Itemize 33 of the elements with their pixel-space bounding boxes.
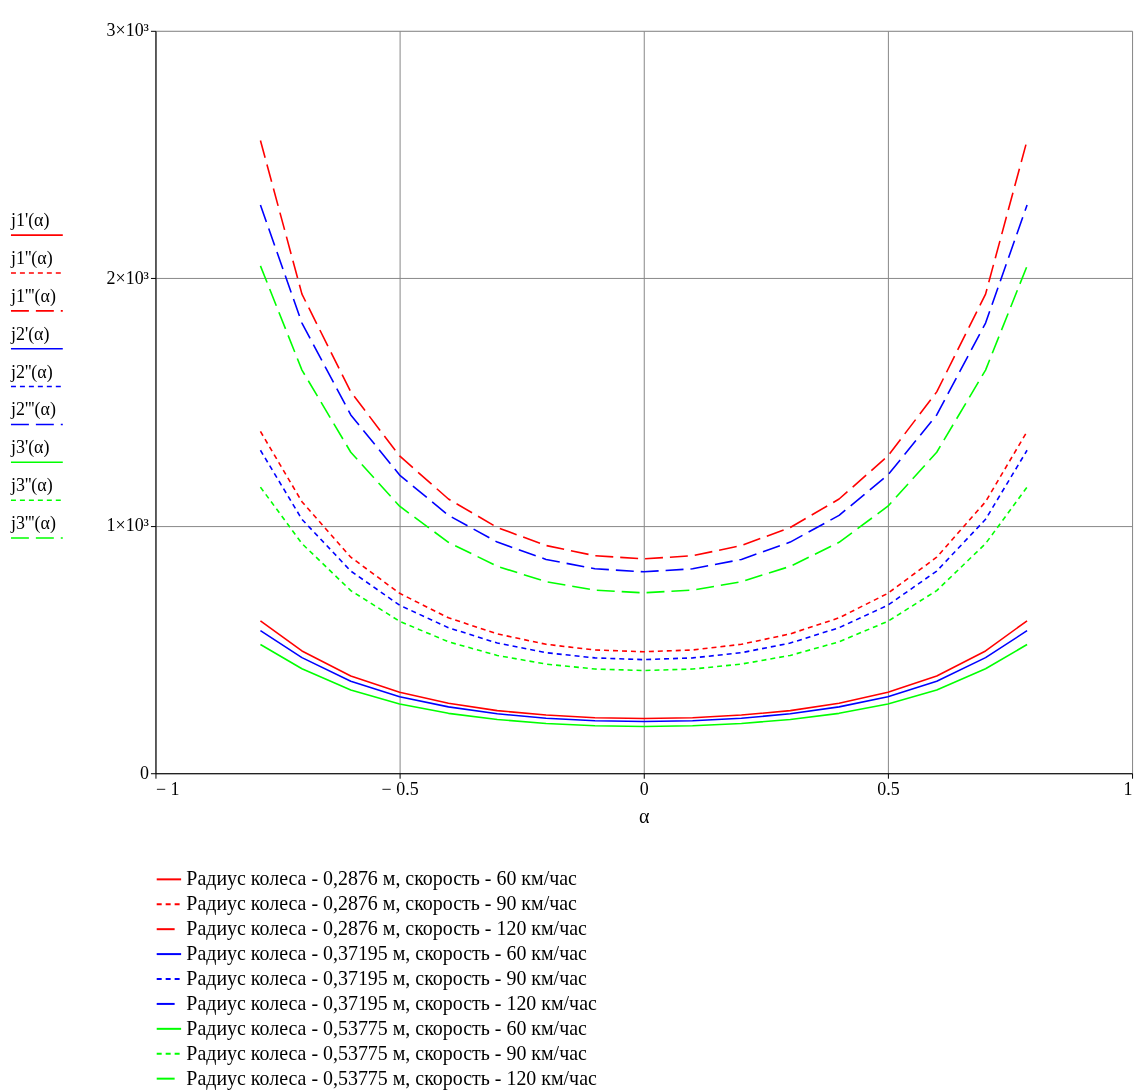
legend-label: Радиус колеса - 0,2876 м, скорость - 120 км/час xyxy=(186,917,588,941)
x-axis-title: α xyxy=(639,804,650,827)
line-series xyxy=(259,643,1028,728)
text: j1''(α) xyxy=(9,248,53,269)
legend-label: Радиус колеса - 0,2876 м, скорость - 60 км/час xyxy=(186,867,578,891)
text: j3'''(α) xyxy=(9,513,56,535)
text: j3'(α) xyxy=(9,437,50,459)
text: j2'''(α) xyxy=(9,399,56,421)
x-tick-label: − 0.5 xyxy=(381,778,419,799)
text: j1'''(α) xyxy=(9,285,56,307)
line-series xyxy=(259,139,1028,560)
text: j2'(α) xyxy=(9,323,50,345)
text: j3''(α) xyxy=(9,475,53,497)
line-series xyxy=(259,265,1028,594)
legend-label: Радиус колеса - 0,53775 м, скорость - 120 км/час xyxy=(186,1066,597,1090)
x-tick-label: 1 xyxy=(1123,778,1133,799)
x-tick-label: − 1 xyxy=(155,778,180,799)
legend-label: Радиус колеса - 0,53775 м, скорость - 90 км/час xyxy=(186,1041,588,1065)
y-tick-label: 2×10³ xyxy=(106,267,150,288)
line-series xyxy=(259,486,1028,672)
y-tick-label: 1×10³ xyxy=(106,515,150,536)
legend-label: Радиус колеса - 0,37195 м, скорость - 90 км/час xyxy=(186,966,588,990)
text: j1'(α) xyxy=(9,210,50,232)
y-tick-label: 3×10³ xyxy=(106,20,150,41)
y-tick-label: 0 xyxy=(140,762,150,783)
text: j2''(α) xyxy=(9,361,53,383)
legend-label: Радиус колеса - 0,2876 м, скорость - 90 км/час xyxy=(186,892,578,916)
x-tick-label: 0 xyxy=(639,778,649,799)
legend-label: Радиус колеса - 0,53775 м, скорость - 60 км/час xyxy=(186,1016,588,1040)
line-series xyxy=(259,204,1028,573)
x-tick-label: 0.5 xyxy=(877,778,900,799)
legend-label: Радиус колеса - 0,37195 м, скорость - 120 км/час xyxy=(186,991,597,1015)
legend-label: Радиус колеса - 0,37195 м, скорость - 60 км/час xyxy=(186,942,588,966)
